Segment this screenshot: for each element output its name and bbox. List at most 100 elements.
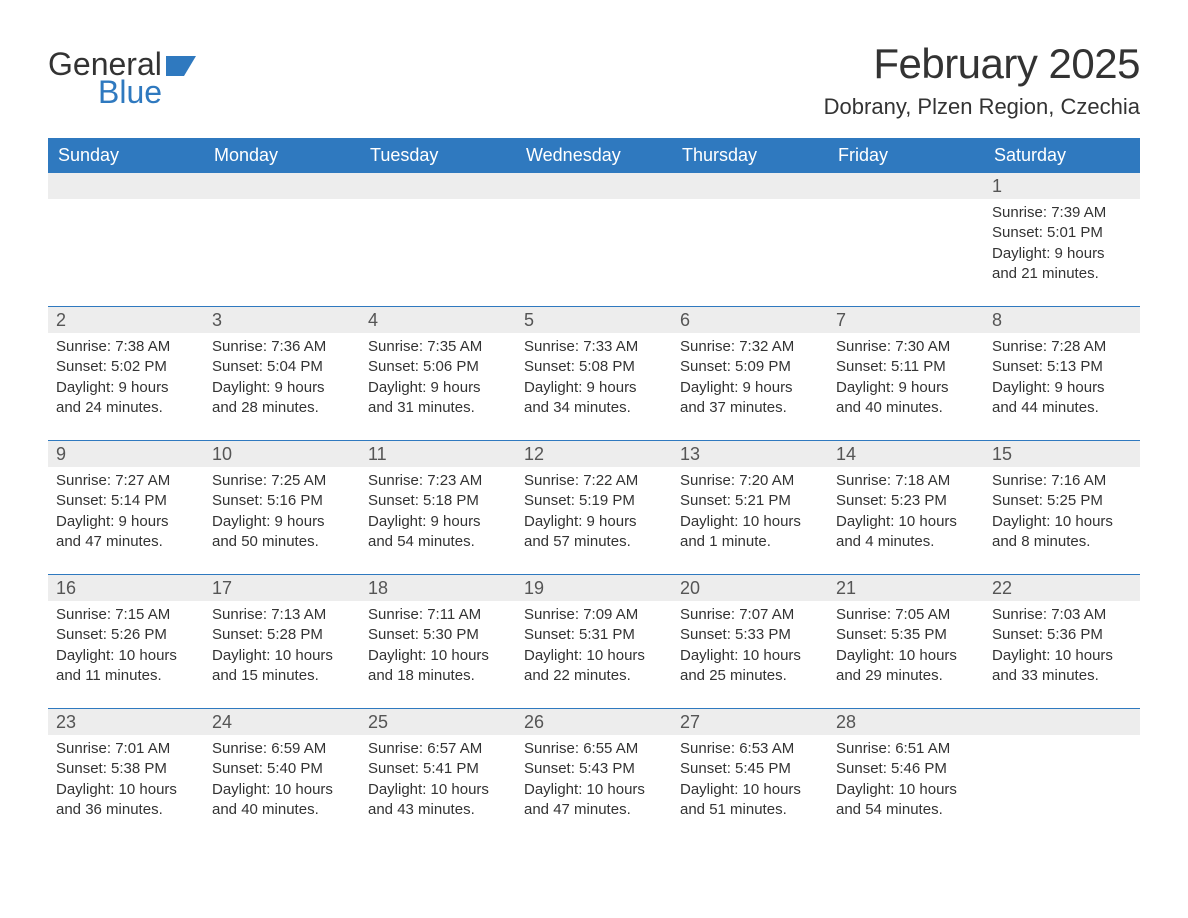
- daynum-row: 9101112131415: [48, 441, 1140, 467]
- dayhead-sunday: Sunday: [48, 138, 204, 173]
- day-detail-cell: Sunrise: 7:01 AMSunset: 5:38 PMDaylight:…: [48, 735, 204, 842]
- day-number-cell: 13: [672, 441, 828, 467]
- day-detail-cell: Sunrise: 7:27 AMSunset: 5:14 PMDaylight:…: [48, 467, 204, 575]
- sunset-text: Sunset: 5:30 PM: [368, 625, 508, 645]
- daylight-text: Daylight: 10 hours and 15 minutes.: [212, 646, 352, 687]
- sunrise-text: Sunrise: 7:16 AM: [992, 471, 1132, 491]
- day-detail-cell: [204, 199, 360, 307]
- sunrise-text: Sunrise: 6:59 AM: [212, 739, 352, 759]
- sunset-text: Sunset: 5:21 PM: [680, 491, 820, 511]
- details-row: Sunrise: 7:01 AMSunset: 5:38 PMDaylight:…: [48, 735, 1140, 842]
- sunrise-text: Sunrise: 7:15 AM: [56, 605, 196, 625]
- details-row: Sunrise: 7:39 AMSunset: 5:01 PMDaylight:…: [48, 199, 1140, 307]
- day-number-cell: 28: [828, 709, 984, 735]
- sunset-text: Sunset: 5:38 PM: [56, 759, 196, 779]
- sunrise-text: Sunrise: 7:30 AM: [836, 337, 976, 357]
- sunrise-text: Sunrise: 6:51 AM: [836, 739, 976, 759]
- daynum-row: 1: [48, 173, 1140, 199]
- day-detail-cell: [672, 199, 828, 307]
- day-detail-cell: Sunrise: 6:57 AMSunset: 5:41 PMDaylight:…: [360, 735, 516, 842]
- day-detail-cell: Sunrise: 7:20 AMSunset: 5:21 PMDaylight:…: [672, 467, 828, 575]
- day-number-cell: 6: [672, 307, 828, 333]
- day-detail-cell: Sunrise: 6:55 AMSunset: 5:43 PMDaylight:…: [516, 735, 672, 842]
- day-detail-cell: Sunrise: 7:30 AMSunset: 5:11 PMDaylight:…: [828, 333, 984, 441]
- details-row: Sunrise: 7:27 AMSunset: 5:14 PMDaylight:…: [48, 467, 1140, 575]
- sunset-text: Sunset: 5:45 PM: [680, 759, 820, 779]
- day-number-cell: 2: [48, 307, 204, 333]
- day-detail-cell: Sunrise: 6:59 AMSunset: 5:40 PMDaylight:…: [204, 735, 360, 842]
- sunset-text: Sunset: 5:13 PM: [992, 357, 1132, 377]
- sunrise-text: Sunrise: 7:27 AM: [56, 471, 196, 491]
- sunset-text: Sunset: 5:40 PM: [212, 759, 352, 779]
- dayhead-wednesday: Wednesday: [516, 138, 672, 173]
- daylight-text: Daylight: 10 hours and 36 minutes.: [56, 780, 196, 821]
- day-number-cell: 14: [828, 441, 984, 467]
- dayhead-friday: Friday: [828, 138, 984, 173]
- daylight-text: Daylight: 9 hours and 47 minutes.: [56, 512, 196, 553]
- daylight-text: Daylight: 9 hours and 44 minutes.: [992, 378, 1132, 419]
- sunrise-text: Sunrise: 7:05 AM: [836, 605, 976, 625]
- sunset-text: Sunset: 5:16 PM: [212, 491, 352, 511]
- sunset-text: Sunset: 5:31 PM: [524, 625, 664, 645]
- day-number-cell: 24: [204, 709, 360, 735]
- sunset-text: Sunset: 5:11 PM: [836, 357, 976, 377]
- location-subtitle: Dobrany, Plzen Region, Czechia: [824, 94, 1140, 120]
- daylight-text: Daylight: 10 hours and 8 minutes.: [992, 512, 1132, 553]
- daylight-text: Daylight: 9 hours and 54 minutes.: [368, 512, 508, 553]
- flag-icon: [166, 49, 196, 81]
- details-row: Sunrise: 7:38 AMSunset: 5:02 PMDaylight:…: [48, 333, 1140, 441]
- details-row: Sunrise: 7:15 AMSunset: 5:26 PMDaylight:…: [48, 601, 1140, 709]
- sunrise-text: Sunrise: 7:36 AM: [212, 337, 352, 357]
- sunset-text: Sunset: 5:23 PM: [836, 491, 976, 511]
- sunrise-text: Sunrise: 7:07 AM: [680, 605, 820, 625]
- day-number-cell: 5: [516, 307, 672, 333]
- daylight-text: Daylight: 10 hours and 4 minutes.: [836, 512, 976, 553]
- dayhead-saturday: Saturday: [984, 138, 1140, 173]
- day-number-cell: 23: [48, 709, 204, 735]
- daylight-text: Daylight: 9 hours and 21 minutes.: [992, 244, 1132, 285]
- sunset-text: Sunset: 5:33 PM: [680, 625, 820, 645]
- day-detail-cell: Sunrise: 7:09 AMSunset: 5:31 PMDaylight:…: [516, 601, 672, 709]
- day-detail-cell: Sunrise: 7:38 AMSunset: 5:02 PMDaylight:…: [48, 333, 204, 441]
- sunset-text: Sunset: 5:01 PM: [992, 223, 1132, 243]
- sunset-text: Sunset: 5:41 PM: [368, 759, 508, 779]
- day-detail-cell: Sunrise: 7:32 AMSunset: 5:09 PMDaylight:…: [672, 333, 828, 441]
- day-number-cell: 21: [828, 575, 984, 601]
- day-number-cell: 27: [672, 709, 828, 735]
- sunset-text: Sunset: 5:02 PM: [56, 357, 196, 377]
- day-number-cell: 15: [984, 441, 1140, 467]
- daylight-text: Daylight: 10 hours and 43 minutes.: [368, 780, 508, 821]
- day-number-cell: [360, 173, 516, 199]
- daylight-text: Daylight: 10 hours and 51 minutes.: [680, 780, 820, 821]
- sunset-text: Sunset: 5:46 PM: [836, 759, 976, 779]
- day-detail-cell: Sunrise: 7:28 AMSunset: 5:13 PMDaylight:…: [984, 333, 1140, 441]
- title-block: February 2025 Dobrany, Plzen Region, Cze…: [824, 40, 1140, 120]
- day-detail-cell: [984, 735, 1140, 842]
- daylight-text: Daylight: 9 hours and 28 minutes.: [212, 378, 352, 419]
- day-number-cell: 19: [516, 575, 672, 601]
- daylight-text: Daylight: 9 hours and 57 minutes.: [524, 512, 664, 553]
- day-detail-cell: Sunrise: 7:23 AMSunset: 5:18 PMDaylight:…: [360, 467, 516, 575]
- daylight-text: Daylight: 9 hours and 24 minutes.: [56, 378, 196, 419]
- day-number-cell: 10: [204, 441, 360, 467]
- sunrise-text: Sunrise: 7:22 AM: [524, 471, 664, 491]
- daylight-text: Daylight: 10 hours and 1 minute.: [680, 512, 820, 553]
- month-title: February 2025: [824, 40, 1140, 88]
- day-number-cell: 7: [828, 307, 984, 333]
- sunset-text: Sunset: 5:28 PM: [212, 625, 352, 645]
- sunrise-text: Sunrise: 7:39 AM: [992, 203, 1132, 223]
- day-number-cell: 20: [672, 575, 828, 601]
- sunrise-text: Sunrise: 6:53 AM: [680, 739, 820, 759]
- sunset-text: Sunset: 5:04 PM: [212, 357, 352, 377]
- daylight-text: Daylight: 10 hours and 40 minutes.: [212, 780, 352, 821]
- sunset-text: Sunset: 5:43 PM: [524, 759, 664, 779]
- sunrise-text: Sunrise: 7:25 AM: [212, 471, 352, 491]
- sunrise-text: Sunrise: 7:01 AM: [56, 739, 196, 759]
- sunrise-text: Sunrise: 6:55 AM: [524, 739, 664, 759]
- sunset-text: Sunset: 5:19 PM: [524, 491, 664, 511]
- sunrise-text: Sunrise: 7:03 AM: [992, 605, 1132, 625]
- calendar-table: Sunday Monday Tuesday Wednesday Thursday…: [48, 138, 1140, 842]
- sunset-text: Sunset: 5:35 PM: [836, 625, 976, 645]
- day-number-cell: 18: [360, 575, 516, 601]
- day-number-cell: 26: [516, 709, 672, 735]
